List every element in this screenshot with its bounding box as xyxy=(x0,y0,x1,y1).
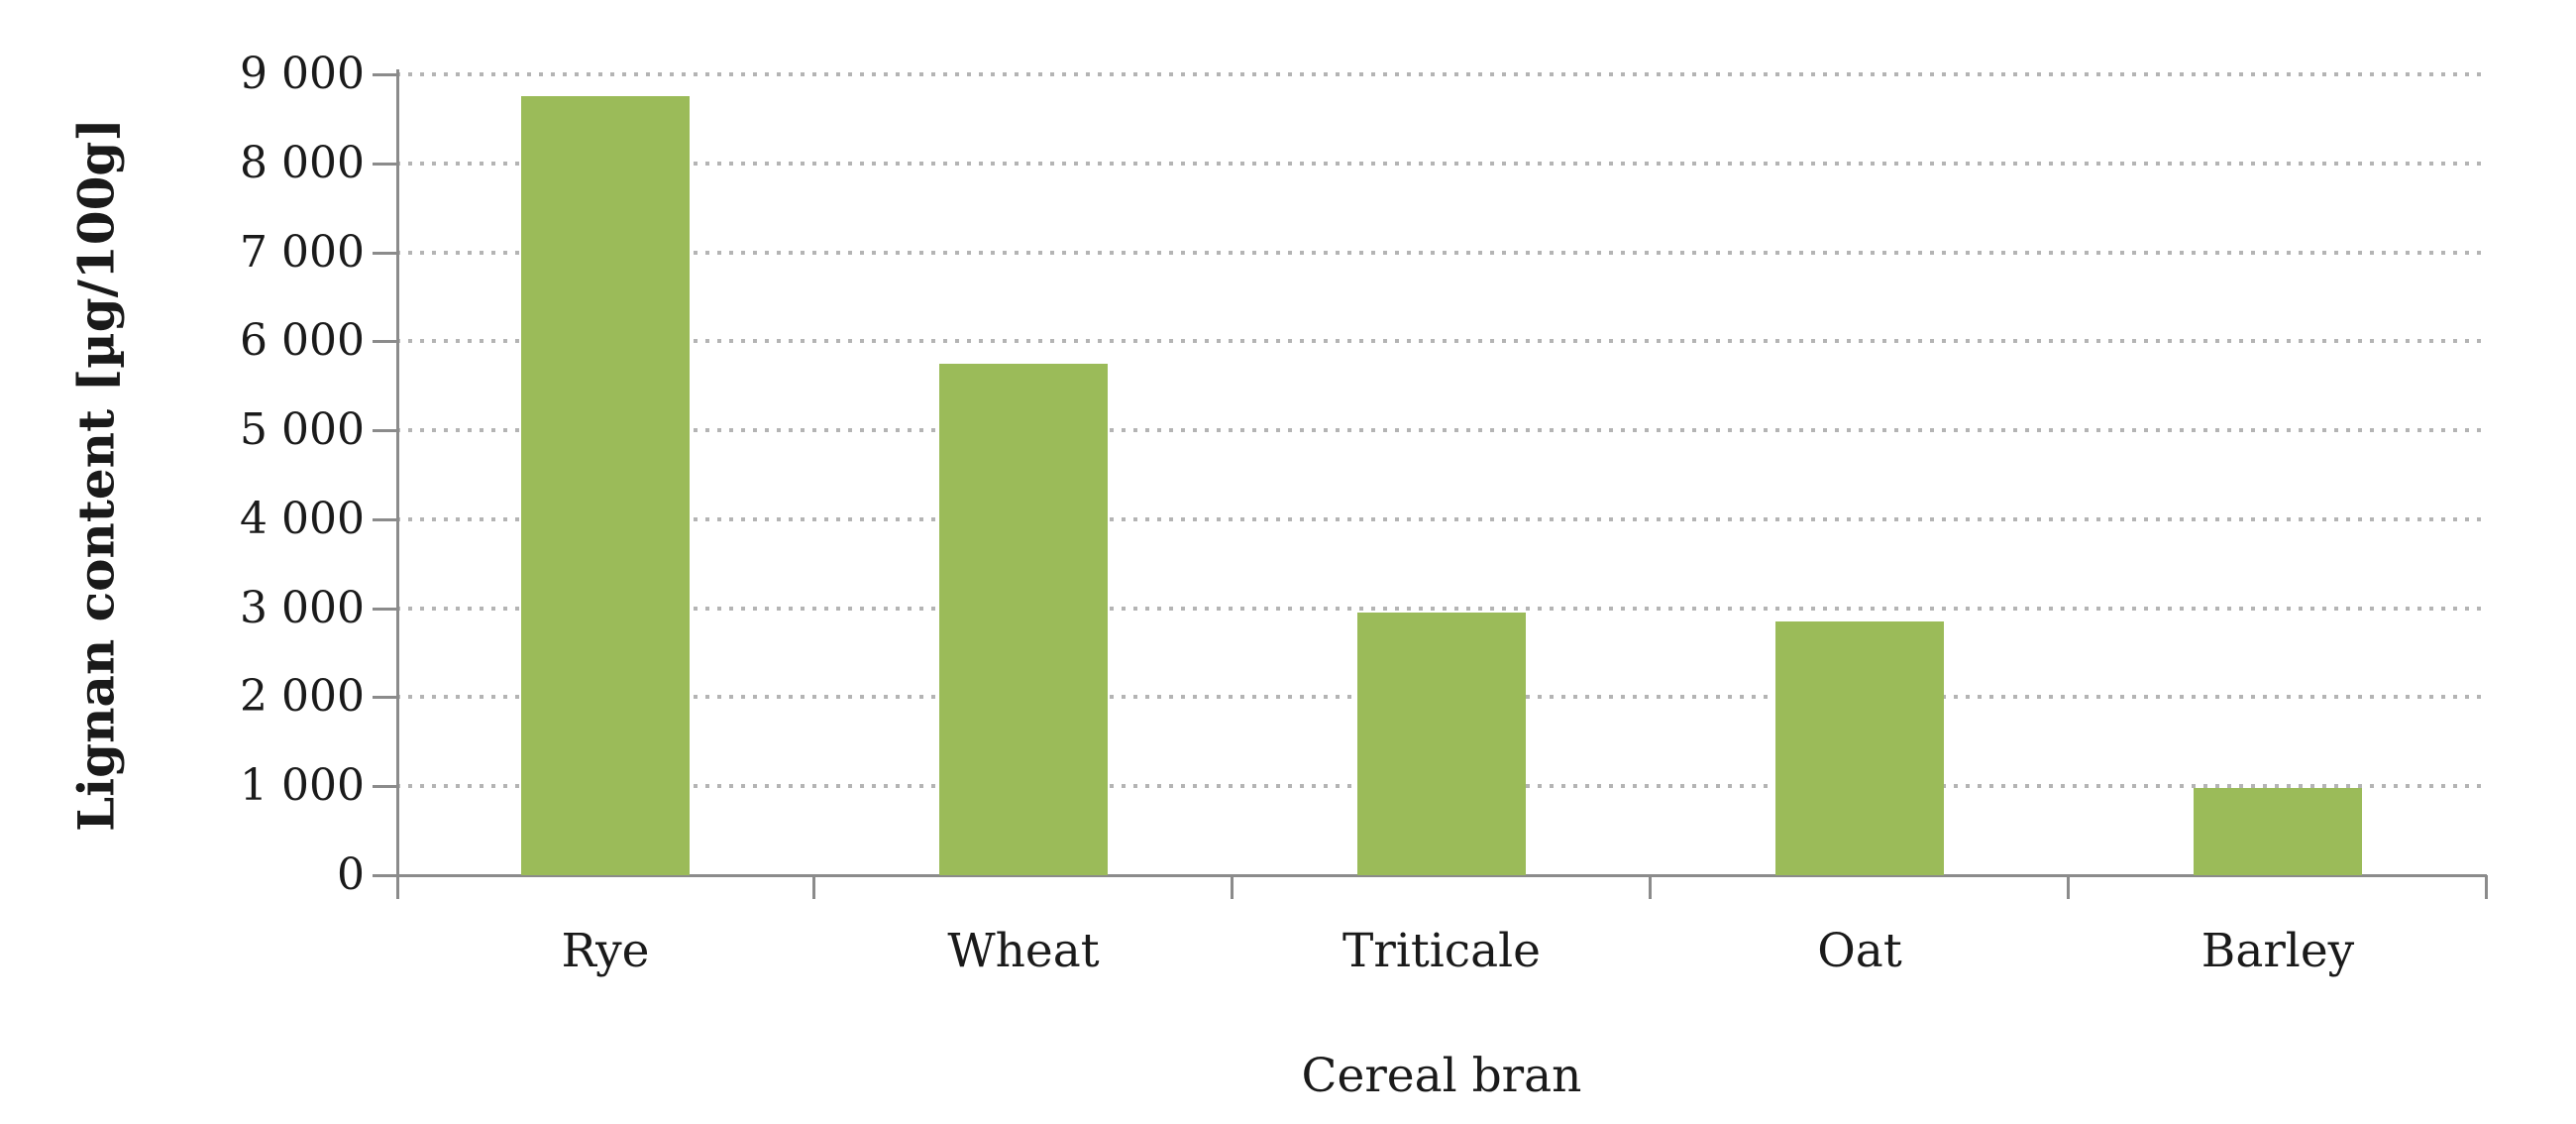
y-axis-title: Lignan content [µg/100g] xyxy=(66,118,126,832)
y-tick-label-3000: 3 000 xyxy=(240,582,365,633)
x-tick-boundary-4 xyxy=(2067,875,2070,899)
gridline-7000 xyxy=(396,250,2487,255)
y-axis-line xyxy=(396,69,399,899)
category-label-rye: Rye xyxy=(561,924,650,978)
x-tick-boundary-5 xyxy=(2485,875,2488,899)
y-tick-8000 xyxy=(373,162,396,166)
gridline-5000 xyxy=(396,428,2487,433)
x-axis-line xyxy=(396,874,2487,877)
y-tick-label-4000: 4 000 xyxy=(240,493,365,544)
gridline-9000 xyxy=(396,72,2487,76)
y-tick-label-1000: 1 000 xyxy=(240,760,365,812)
gridline-8000 xyxy=(396,161,2487,166)
category-label-oat: Oat xyxy=(1817,924,1902,978)
x-tick-boundary-1 xyxy=(812,875,815,899)
y-tick-label-6000: 6 000 xyxy=(240,315,365,367)
category-label-triticale: Triticale xyxy=(1342,924,1541,978)
y-tick-label-7000: 7 000 xyxy=(240,226,365,278)
y-tick-label-9000: 9 000 xyxy=(240,49,365,99)
y-tick-5000 xyxy=(373,429,396,433)
y-tick-9000 xyxy=(373,73,396,76)
y-tick-6000 xyxy=(373,340,396,344)
y-tick-0 xyxy=(373,874,396,877)
y-tick-7000 xyxy=(373,251,396,255)
x-tick-boundary-3 xyxy=(1649,875,1652,899)
y-tick-label-0: 0 xyxy=(337,849,365,900)
x-tick-boundary-2 xyxy=(1231,875,1234,899)
y-tick-1000 xyxy=(373,785,396,789)
gridline-3000 xyxy=(396,606,2487,611)
bar-rye xyxy=(521,96,690,875)
y-tick-3000 xyxy=(373,607,396,611)
category-label-barley: Barley xyxy=(2200,924,2355,978)
bar-triticale xyxy=(1357,613,1526,875)
category-label-wheat: Wheat xyxy=(947,924,1100,978)
gridline-4000 xyxy=(396,516,2487,521)
bar-oat xyxy=(1775,621,1944,875)
gridline-6000 xyxy=(396,339,2487,344)
bar-wheat xyxy=(939,363,1108,875)
bar-barley xyxy=(2194,788,2362,875)
y-tick-4000 xyxy=(373,517,396,521)
y-tick-label-8000: 8 000 xyxy=(240,137,365,188)
y-tick-label-2000: 2 000 xyxy=(240,671,365,723)
x-axis-title: Cereal bran xyxy=(1301,1049,1582,1103)
y-tick-label-5000: 5 000 xyxy=(240,404,365,456)
y-tick-2000 xyxy=(373,696,396,700)
